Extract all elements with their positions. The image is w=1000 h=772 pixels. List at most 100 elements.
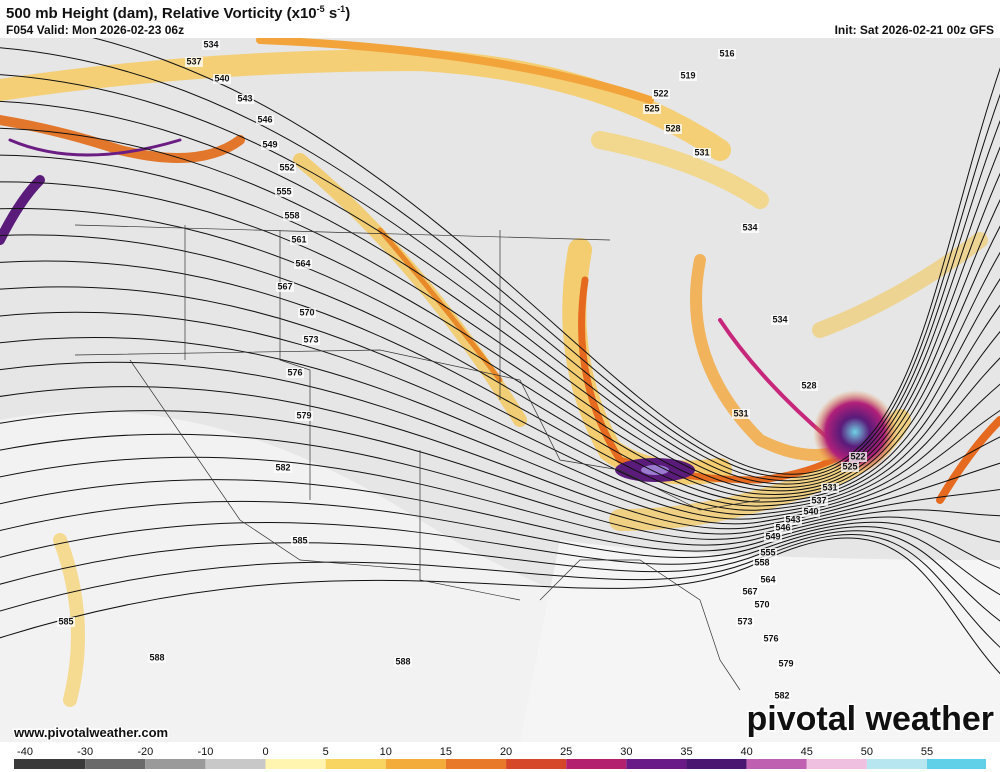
contour-label: 534 — [203, 39, 218, 49]
contour-line — [0, 260, 1000, 507]
contour-label-bg — [148, 653, 166, 663]
colorbar-segment — [14, 759, 86, 769]
contour-label-bg — [236, 94, 254, 104]
contour-label: 555 — [760, 547, 775, 557]
colorbar-segment — [506, 759, 567, 769]
colorbar: -40 -30 -20 -10 0 5 10 15 20 25 30 35 40 45 50 55 — [14, 746, 986, 769]
contour-label-bg — [773, 691, 791, 701]
contour-label: 564 — [295, 258, 310, 268]
contour-label-bg — [741, 587, 759, 597]
contour-label: 534 — [772, 314, 787, 324]
colorbar-tick-label: -30 — [77, 746, 93, 758]
colorbar-tick-label: -20 — [137, 746, 153, 758]
contour-label: 519 — [680, 70, 695, 80]
calm-area — [520, 540, 1000, 742]
contour-label: 549 — [765, 531, 780, 541]
colorbar-tick-label: 15 — [440, 746, 452, 758]
contour-label-bg — [841, 462, 859, 472]
contour-label-bg — [261, 140, 279, 150]
contour-label-bg — [693, 148, 711, 158]
contour-label-bg — [57, 617, 75, 627]
title-exponent: -5 — [317, 4, 325, 14]
contour-label: 555 — [276, 186, 291, 196]
contour-line — [0, 234, 1000, 503]
contour-label: 534 — [742, 222, 757, 232]
contour-label: 579 — [296, 410, 311, 420]
colorbar-segment — [866, 759, 927, 769]
contour-line — [0, 537, 1000, 675]
contour-line — [0, 208, 1000, 499]
contour-label-bg — [777, 659, 795, 669]
logo: pivotal weather — [746, 700, 994, 738]
colorbar-tick-label: 25 — [560, 746, 572, 758]
contour-label-bg — [256, 115, 274, 125]
contour-line — [0, 500, 1000, 569]
contour-label-bg — [185, 57, 203, 67]
contour-label-bg — [802, 507, 820, 517]
colorbar-segment — [385, 759, 446, 769]
colorbar-segment — [85, 759, 146, 769]
colorbar-tick-label: -10 — [197, 746, 213, 758]
contour-line — [0, 127, 1000, 488]
website: www.pivotalweather.com — [13, 725, 168, 740]
contour-line — [0, 181, 1000, 495]
contour-label: 531 — [733, 408, 748, 418]
title-unit: s — [325, 5, 338, 22]
contour-label-bg — [759, 575, 777, 585]
contour-label-bg — [753, 600, 771, 610]
contour-line — [0, 410, 1000, 535]
contour-label-bg — [295, 411, 313, 421]
contour-label: 522 — [653, 88, 668, 98]
contour-label-bg — [771, 315, 789, 325]
contour-label-bg — [762, 634, 780, 644]
contour-label-bg — [294, 259, 312, 269]
contour-label-bg — [275, 187, 293, 197]
contour-label: 528 — [801, 380, 816, 390]
contour-label: 570 — [299, 307, 314, 317]
contour-label-bg — [718, 49, 736, 59]
contour-label-bg — [764, 532, 782, 542]
contour-line — [0, 521, 1000, 596]
colorbar-segment — [686, 759, 747, 769]
colorbar-tick-label: 0 — [262, 746, 268, 758]
contour-label-bg — [643, 104, 661, 114]
colorbar-tick-label: 40 — [740, 746, 752, 758]
contour-line — [0, 456, 1000, 546]
colorbar-tick-label: 10 — [380, 746, 392, 758]
contour-label: 546 — [257, 114, 272, 124]
colorbar-segment — [746, 759, 807, 769]
colorbar-tick-label: 50 — [861, 746, 873, 758]
contour-label: 588 — [149, 652, 164, 662]
contour-line — [0, 386, 1000, 530]
contour-label-bg — [821, 483, 839, 493]
title-text: 500 mb Height (dam), Relative Vorticity … — [6, 5, 317, 22]
contour-label: 576 — [287, 367, 302, 377]
contour-label-bg — [736, 617, 754, 627]
contour-label-bg — [286, 368, 304, 378]
contour-label-bg — [732, 409, 750, 419]
contour-line — [0, 47, 1000, 478]
contour-label: 558 — [284, 210, 299, 220]
contour-label: 537 — [811, 495, 826, 505]
contour-label: 564 — [760, 574, 775, 584]
contour-line — [0, 361, 1000, 525]
init-time: Init: Sat 2026-02-21 00z GFS — [835, 23, 994, 37]
contour-label: 573 — [737, 616, 752, 626]
contour-label-bg — [283, 211, 301, 221]
contour-label-bg — [753, 558, 771, 568]
contour-label: 522 — [850, 451, 865, 461]
contour-label-bg — [278, 163, 296, 173]
contour-label-bg — [202, 40, 220, 50]
colorbar-segment — [145, 759, 206, 769]
contour-label: 528 — [665, 123, 680, 133]
contour-label-bg — [759, 548, 777, 558]
contour-label-bg — [741, 223, 759, 233]
contour-label: 561 — [291, 234, 306, 244]
contour-label: 516 — [719, 48, 734, 58]
contour-label-bg — [849, 452, 867, 462]
contour-label: 588 — [395, 656, 410, 666]
contour-label-bg — [810, 496, 828, 506]
contour-line — [91, 38, 1000, 475]
contour-label: 558 — [754, 557, 769, 567]
